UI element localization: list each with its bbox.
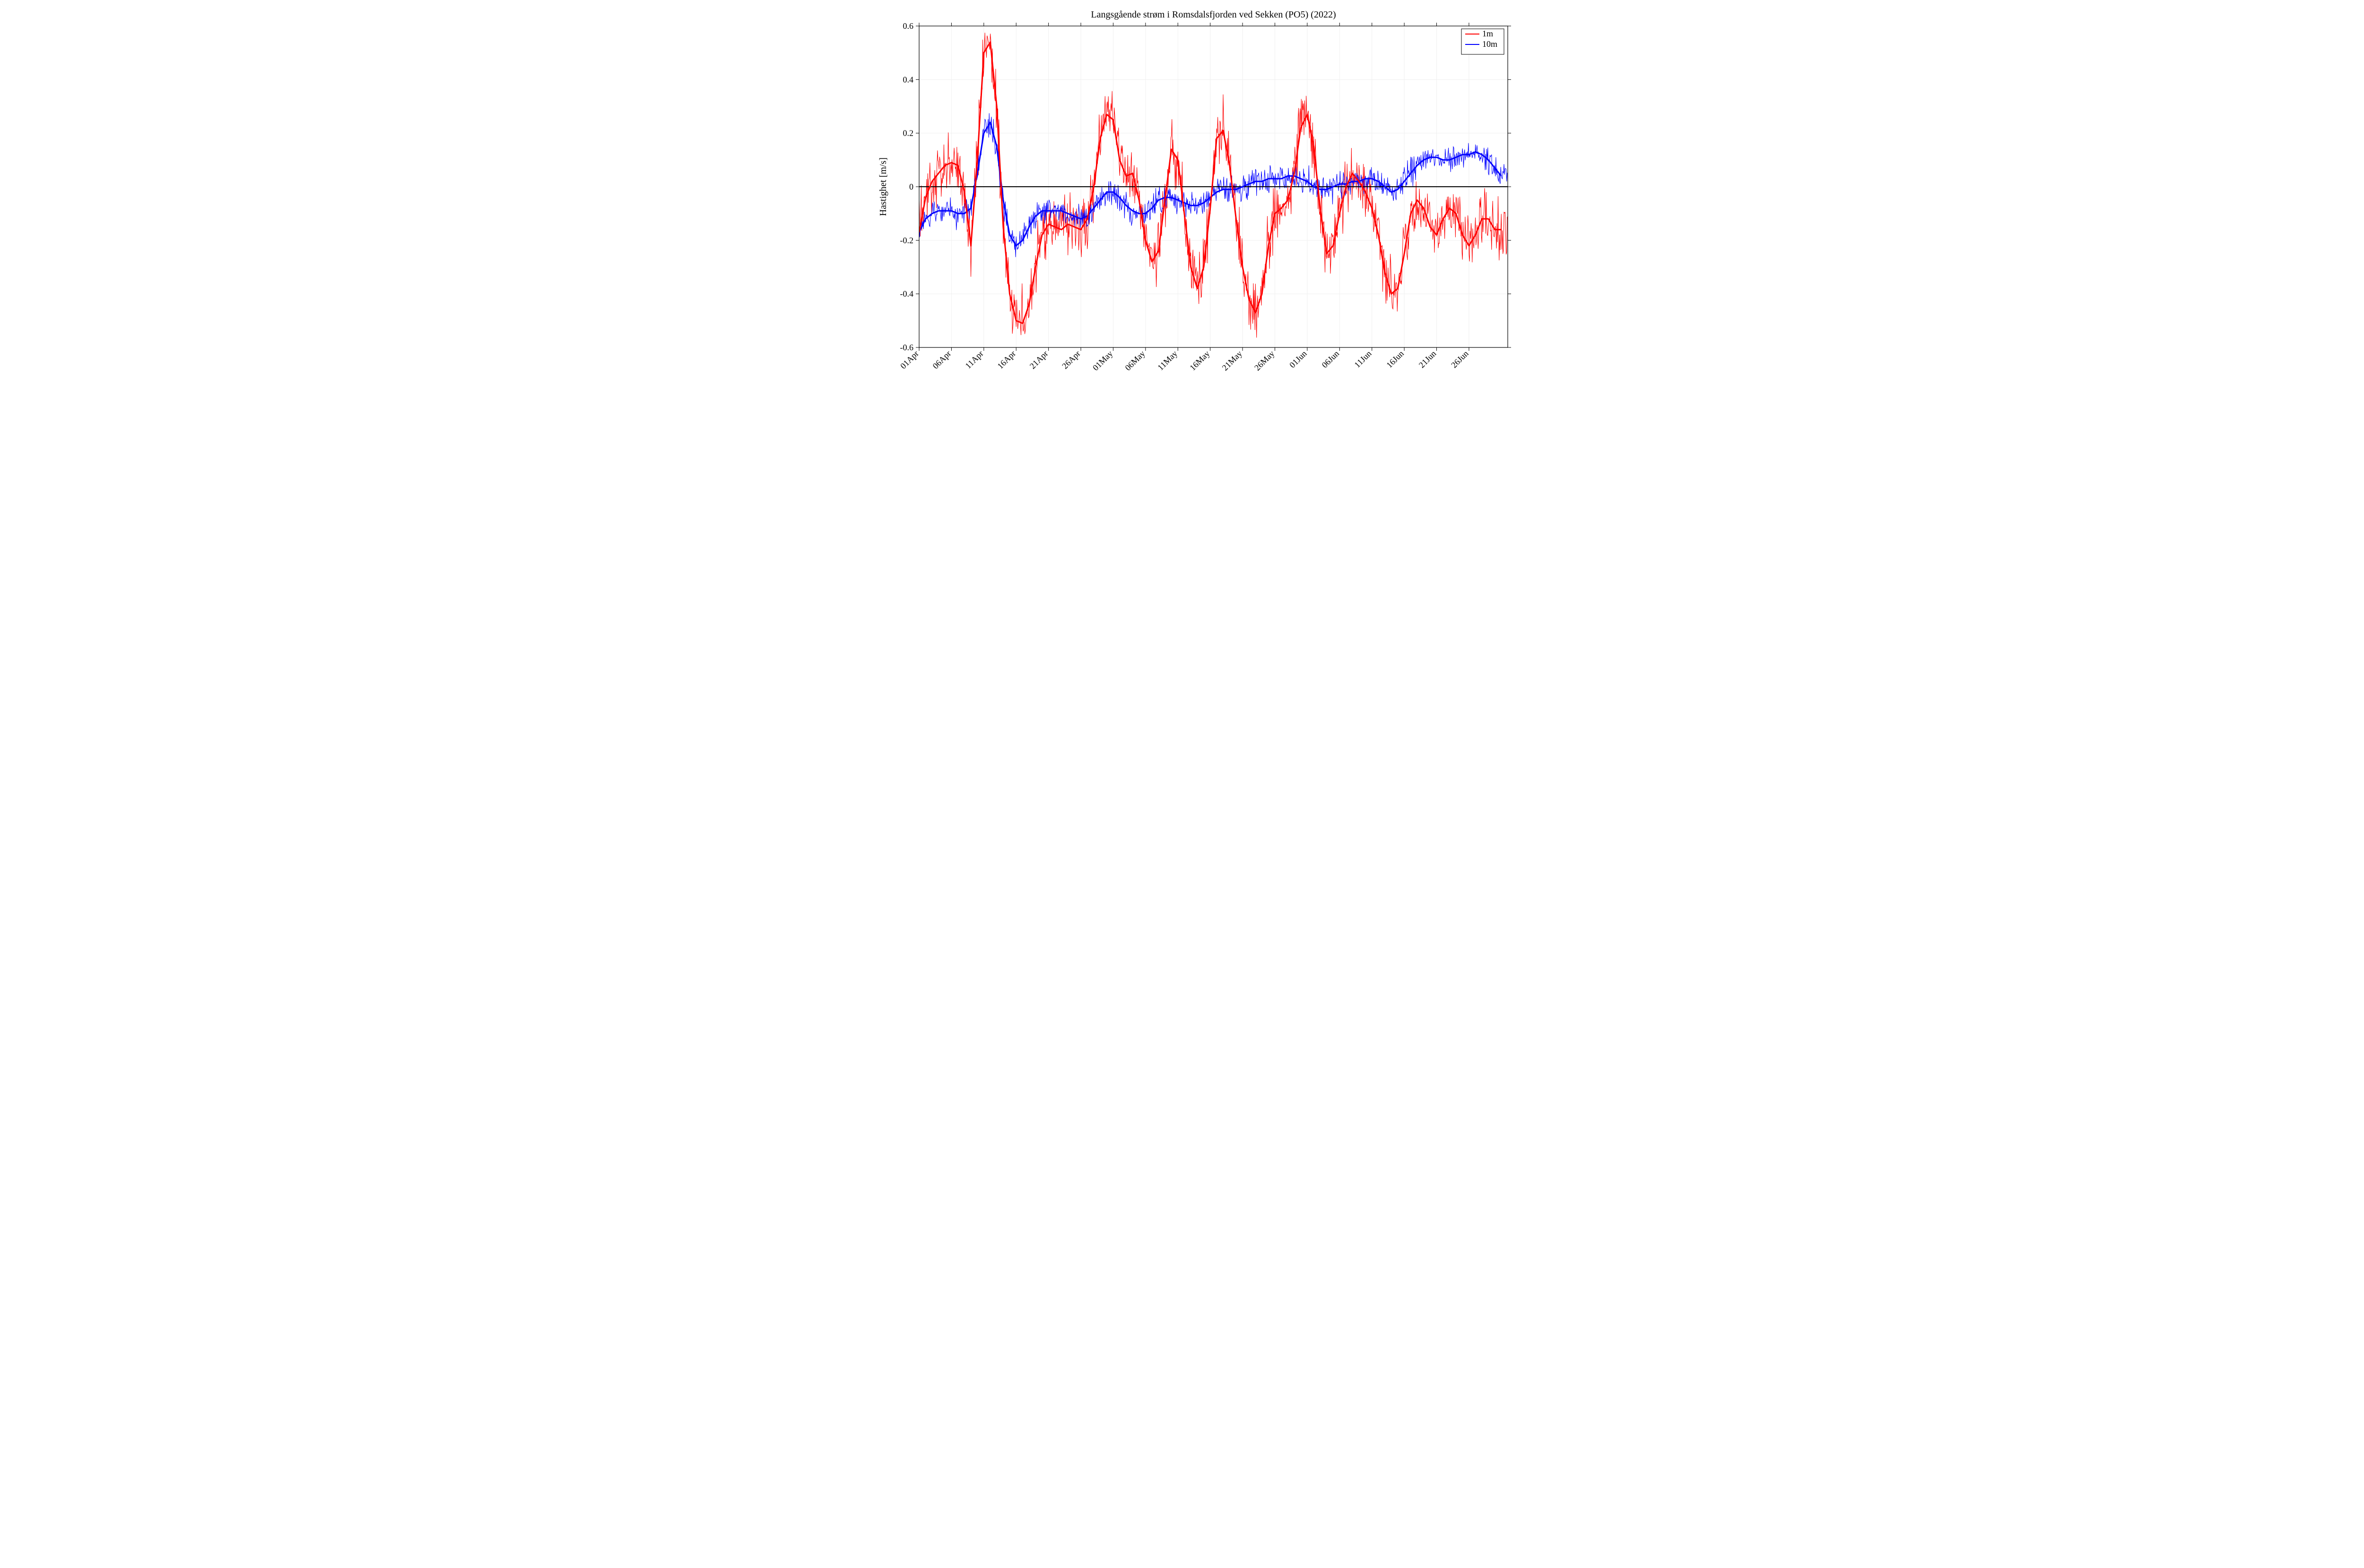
legend-label: 1m	[1482, 29, 1493, 38]
chart-container: -0.6-0.4-0.200.20.40.601Apr06Apr11Apr16A…	[839, 0, 1525, 392]
y-axis-label: Hastighet [m/s]	[878, 157, 888, 216]
ytick-label: 0.2	[903, 129, 914, 138]
ytick-label: -0.2	[900, 235, 914, 245]
chart-svg: -0.6-0.4-0.200.20.40.601Apr06Apr11Apr16A…	[839, 0, 1525, 392]
ytick-label: 0	[909, 182, 913, 191]
ytick-label: 0.6	[903, 21, 914, 31]
ytick-label: 0.4	[903, 75, 914, 84]
chart-title: Langsgående strøm i Romsdalsfjorden ved …	[1091, 9, 1336, 20]
ytick-label: -0.4	[900, 289, 914, 299]
legend-label: 10m	[1482, 39, 1497, 49]
